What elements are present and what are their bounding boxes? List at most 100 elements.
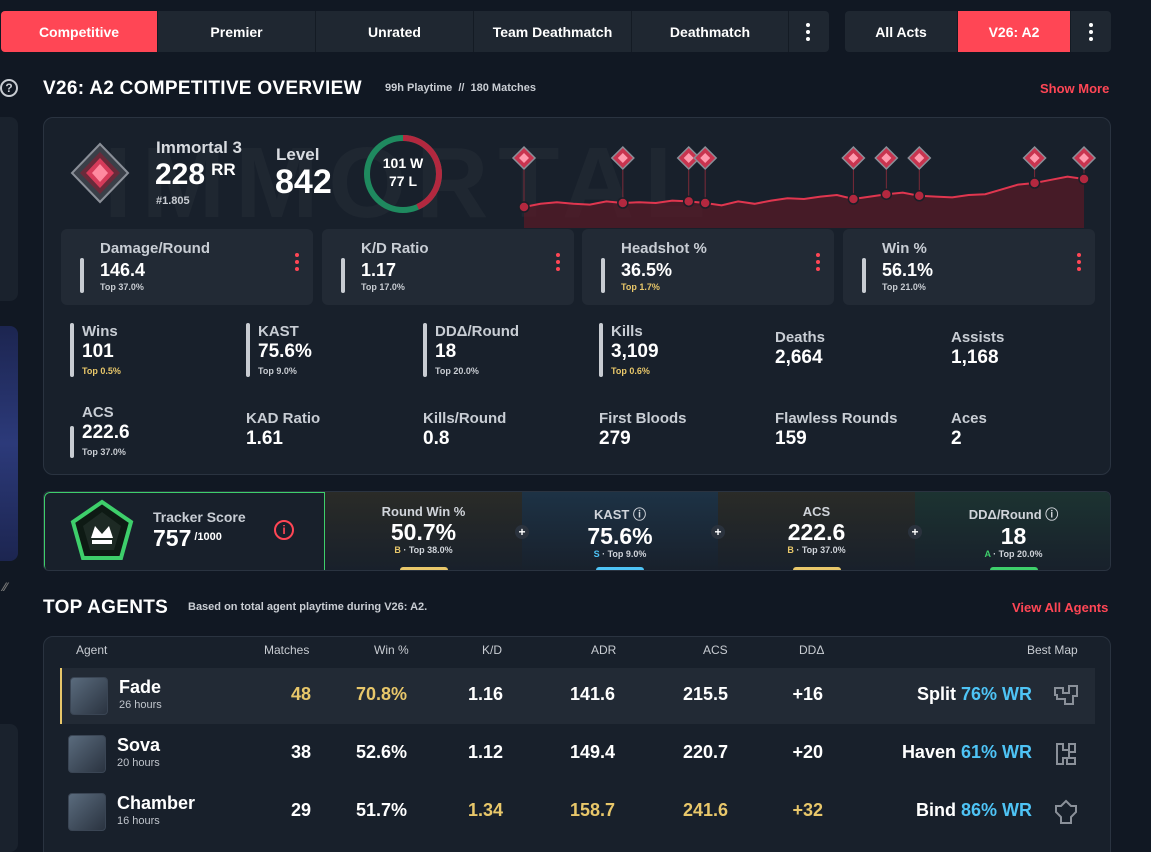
stat-bar [70, 426, 74, 458]
leaderboard-position: #1.805 [156, 195, 190, 207]
immortal-rank-icon-core [881, 153, 892, 163]
playtime: 99h Playtime [385, 82, 453, 94]
cell-best-map: Bind 86% WR [916, 800, 1032, 821]
stat-label: Assists [951, 329, 1005, 346]
stat-wins: Wins 101 Top 0.5% [70, 323, 240, 383]
stat-label: KAST [258, 323, 299, 340]
cell-matches: 48 [290, 684, 311, 704]
trend-area [524, 176, 1084, 228]
more-vertical-icon[interactable] [295, 253, 299, 271]
rank-change-point[interactable] [682, 195, 695, 208]
tracker-cell-sub: A · Top 20.0% [915, 549, 1110, 559]
overview-meta: 99h Playtime // 180 Matches [385, 82, 536, 94]
stat-label: Win % [882, 240, 927, 257]
view-all-agents-link[interactable]: View All Agents [1012, 600, 1109, 615]
col-matches[interactable]: Matches [264, 643, 310, 657]
tracker-cell-percentile: · Top 9.0% [602, 549, 647, 559]
rank-change-point[interactable] [913, 190, 926, 202]
stat-aces: Aces 2 [951, 410, 1110, 470]
stat-label: Damage/Round [100, 240, 211, 257]
immortal-rank-icon-core [1079, 153, 1089, 163]
tab-unrated[interactable]: Unrated [316, 11, 474, 52]
more-vertical-icon[interactable] [1077, 253, 1081, 271]
col-agent[interactable]: Agent [76, 643, 108, 657]
more-vertical-icon[interactable] [556, 253, 560, 271]
rank-change-point[interactable] [617, 197, 629, 209]
stat-percentile: Top 37.0% [100, 282, 144, 292]
col-win[interactable]: Win % [374, 643, 409, 657]
stat-label: Headshot % [621, 240, 707, 257]
grade-indicator [399, 567, 448, 570]
col-kd[interactable]: K/D [482, 643, 503, 657]
tab-competitive[interactable]: Competitive [1, 11, 158, 52]
tracker-score-card[interactable]: Tracker Score 757/1000 i [44, 492, 325, 570]
table-row[interactable]: Chamber 16 hours 29 51.7% 1.34 158.7 241… [60, 784, 1095, 840]
tab-team-deathmatch[interactable]: Team Deathmatch [474, 11, 632, 52]
cell-dd: +32 [792, 800, 823, 820]
rank-change-point[interactable] [699, 197, 711, 209]
tab-deathmatch[interactable]: Deathmatch [632, 11, 789, 52]
level-label: Level [276, 145, 320, 164]
stat-label: Flawless Rounds [775, 410, 898, 427]
tab-all-acts[interactable]: All Acts [845, 11, 958, 52]
rank-change-point[interactable] [880, 188, 893, 200]
cell-best-map: Haven 61% WR [902, 742, 1032, 763]
grade-indicator [989, 567, 1038, 570]
chamber-agent-avatar [68, 793, 106, 831]
help-icon[interactable]: ? [0, 79, 18, 97]
cell-dd: +20 [792, 742, 823, 762]
tracker-cell-value: 222.6 [787, 519, 846, 545]
map-name: Haven [901, 742, 956, 762]
tracker-score-value: 757/1000 [153, 525, 222, 552]
stat-bar [70, 323, 74, 377]
stat-label: Kills/Round [423, 410, 507, 427]
agent-hours: 20 hours [117, 757, 160, 769]
immortal-rank-icon-core [683, 153, 694, 163]
sova-agent-avatar [68, 735, 106, 773]
stat-flawless-rounds: Flawless Rounds 159 [775, 410, 945, 470]
agent-name: Fade [119, 677, 162, 697]
left-panel-edge-image [0, 326, 18, 561]
tracker-cell-value: 18 [1000, 523, 1027, 549]
stat-kast: KAST 75.6% Top 9.0% [246, 323, 416, 383]
agent-hours: 26 hours [119, 699, 162, 711]
more-vertical-icon[interactable] [816, 253, 820, 271]
left-panel-edge [0, 117, 18, 301]
info-icon[interactable]: i [274, 520, 294, 540]
stat-percentile: Top 21.0% [882, 282, 926, 292]
tab-premier[interactable]: Premier [158, 11, 316, 52]
col-acs[interactable]: ACS [703, 643, 728, 657]
table-row[interactable]: Fade 26 hours 48 70.8% 1.16 141.6 215.5 … [60, 668, 1095, 724]
stat-card-headshot: Headshot % 36.5% Top 1.7% [582, 229, 834, 305]
stat-acs: ACS 222.6 Top 37.0% [70, 404, 240, 464]
left-panel-edge-lower [0, 724, 18, 852]
rank-change-point[interactable] [518, 201, 530, 213]
top-agents-subtitle: Based on total agent playtime during V26… [188, 601, 428, 613]
mode-more-button[interactable] [789, 11, 827, 52]
act-more-button[interactable] [1071, 11, 1111, 52]
map-win-rate: 76% WR [960, 684, 1032, 704]
table-row[interactable]: Sova 20 hours 38 52.6% 1.12 149.4 220.7 … [60, 726, 1095, 782]
col-best-map[interactable]: Best Map [1027, 643, 1078, 657]
stat-value: 56.1% [882, 260, 934, 280]
act-tab-bar: All Acts V26: A2 [845, 11, 1111, 52]
stat-first-bloods: First Bloods 279 [599, 410, 769, 470]
col-dd[interactable]: DDΔ [799, 643, 825, 657]
stat-bar [246, 323, 250, 377]
show-more-link[interactable]: Show More [1040, 81, 1110, 96]
haven-map-icon [1056, 743, 1076, 765]
tab-act-v26-a2[interactable]: V26: A2 [958, 11, 1071, 52]
stat-kills: Kills 3,109 Top 0.6% [599, 323, 769, 383]
tracker-cell-percentile: · Top 20.0% [993, 549, 1043, 559]
stat-percentile: Top 17.0% [361, 282, 405, 292]
stat-label: Kills [611, 323, 643, 340]
stat-value: 1,168 [951, 347, 999, 368]
rank-change-point[interactable] [1078, 173, 1090, 185]
stat-percentile: Top 9.0% [258, 366, 297, 376]
grade-indicator [792, 567, 841, 570]
rank-change-point[interactable] [847, 193, 860, 205]
rank-change-point[interactable] [1028, 177, 1041, 189]
tracker-cell-percentile: · Top 37.0% [796, 545, 846, 555]
level-value: 842 [275, 163, 332, 201]
col-adr[interactable]: ADR [591, 643, 617, 657]
